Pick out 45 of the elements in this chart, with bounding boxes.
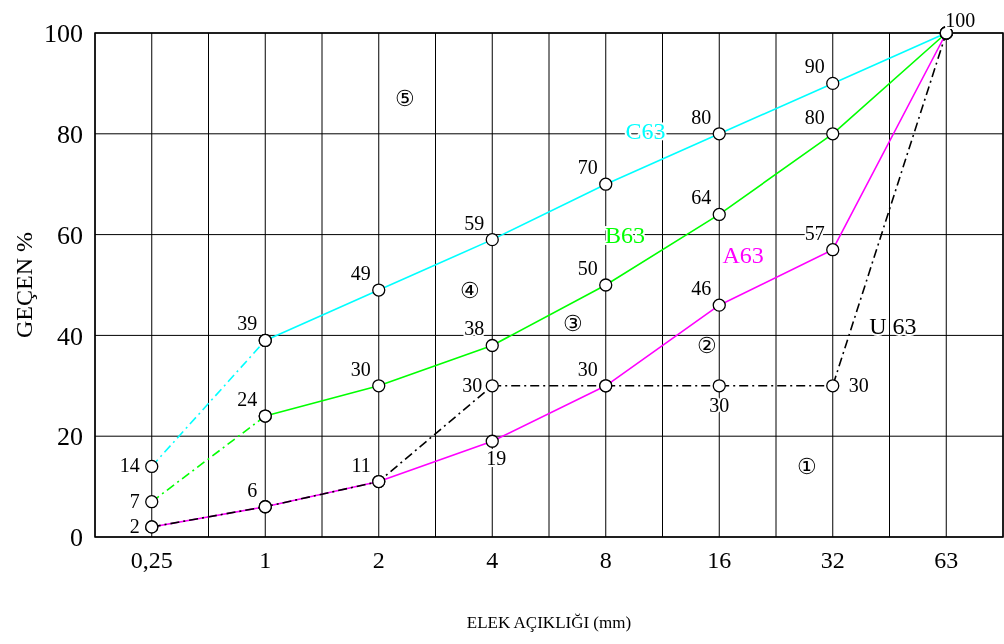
x-tick-label: 1 — [259, 547, 272, 574]
data-label: 30 — [577, 357, 598, 380]
data-label: 90 — [804, 55, 825, 78]
data-label: 46 — [691, 277, 712, 300]
data-label: 30 — [848, 373, 869, 396]
data-label: 14 — [119, 454, 140, 477]
annotation: ② — [696, 333, 717, 359]
annotation: ⑤ — [394, 86, 415, 112]
data-label: 49 — [350, 262, 371, 285]
data-label: 38 — [464, 317, 485, 340]
data-label: 11 — [351, 453, 371, 476]
x-tick-label: 2 — [372, 547, 385, 574]
x-axis-title: ELEK AÇIKLIĞI (mm) — [466, 613, 632, 632]
data-label: 30 — [350, 357, 371, 380]
data-label: 70 — [577, 156, 598, 179]
x-tick-label: 32 — [820, 547, 845, 574]
y-tick-label: 60 — [57, 220, 83, 250]
x-tick-label: 8 — [599, 547, 612, 574]
x-tick-label: 63 — [934, 547, 959, 574]
data-label: 30 — [462, 373, 483, 396]
annotation: ③ — [562, 310, 583, 336]
y-tick-label: 0 — [70, 523, 83, 553]
x-tick-label: 16 — [707, 547, 732, 574]
x-tick-label: 0,25 — [130, 547, 173, 574]
data-label: 2 — [129, 514, 140, 537]
y-tick-label: 80 — [57, 119, 83, 149]
series-label: A63 — [722, 242, 764, 269]
y-tick-label: 100 — [44, 19, 83, 49]
data-label: 39 — [237, 312, 258, 335]
data-label: 100 — [945, 9, 976, 31]
annotation: ① — [796, 454, 817, 480]
y-axis-title: GEÇEN % — [11, 232, 37, 338]
data-label: 6 — [247, 478, 258, 501]
annotation: ④ — [459, 277, 480, 303]
x-tick-label: 4 — [486, 547, 499, 574]
series-label: U 63 — [869, 312, 917, 339]
data-label: 80 — [691, 105, 712, 128]
data-label: 24 — [237, 388, 258, 411]
data-label: 50 — [577, 257, 598, 279]
y-tick-label: 40 — [57, 321, 83, 351]
data-label: 7 — [129, 489, 140, 512]
data-label: 80 — [804, 105, 825, 128]
data-label: 64 — [691, 186, 712, 209]
y-tick-label: 20 — [57, 422, 83, 452]
data-label: 59 — [464, 211, 485, 234]
